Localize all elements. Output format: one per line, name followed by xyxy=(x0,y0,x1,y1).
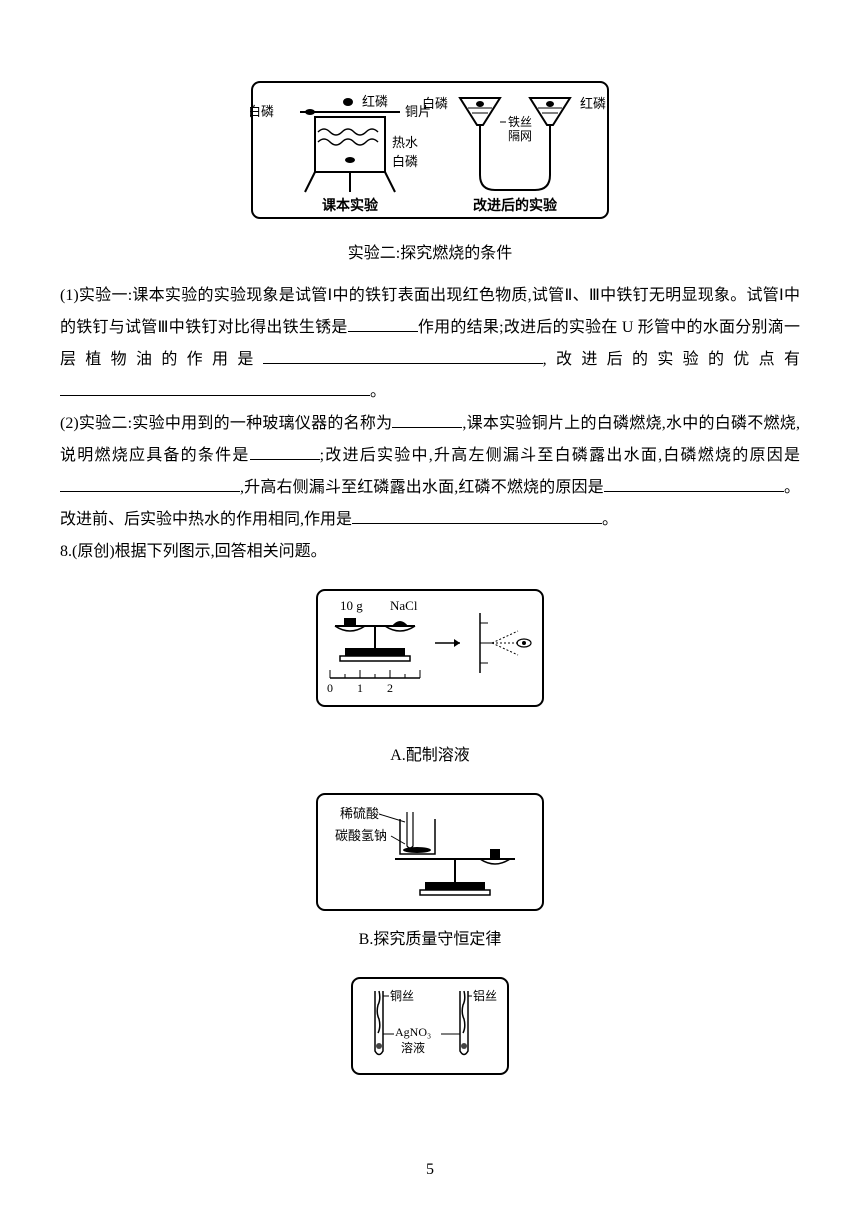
figure-b-caption: B.探究质量守恒定律 xyxy=(60,924,800,956)
figure-c: 铜丝 铝丝 AgNO₃ 溶液 xyxy=(60,976,800,1088)
question-2: (2)实验二:实验中用到的一种玻璃仪器的名称为,课本实验铜片上的白磷燃烧,水中的… xyxy=(60,408,800,536)
nahco3-label: 碳酸氢钠 xyxy=(335,828,387,843)
question-8: 8.(原创)根据下列图示,回答相关问题。 xyxy=(60,536,800,568)
label-white-p: 白磷 xyxy=(250,104,274,119)
experiment2-figure: 红磷 白磷 铜片 热水 白磷 课本实验 白磷 红磷 xyxy=(60,80,800,232)
label-red-p-right: 红磷 xyxy=(580,96,606,111)
left-caption: 课本实验 xyxy=(322,197,379,214)
page-number: 5 xyxy=(426,1154,434,1186)
label-mesh: 铁丝 xyxy=(508,115,532,129)
q1-text3: ,改进后的实验的优点有 xyxy=(543,351,800,368)
dilute-acid-label: 稀硫酸 xyxy=(340,806,379,821)
ruler-0: 0 xyxy=(327,681,333,695)
ruler-1: 1 xyxy=(357,681,363,695)
label-hot-water: 热水 xyxy=(392,135,418,150)
blank-7[interactable] xyxy=(604,476,784,492)
q2-text4: ,升高右侧漏斗至红磷露出水面,红磷不燃烧的原因是 xyxy=(240,479,604,496)
blank-2[interactable] xyxy=(263,348,543,364)
blank-6[interactable] xyxy=(60,476,240,492)
experiment2-title: 实验二:探究燃烧的条件 xyxy=(60,238,800,270)
right-caption: 改进后的实验 xyxy=(473,197,558,214)
blank-1[interactable] xyxy=(348,316,418,332)
q2-text3: ;改进后实验中,升高左侧漏斗至白磷露出水面,白磷燃烧的原因是 xyxy=(320,447,800,464)
mass-label: 10 g xyxy=(340,598,363,613)
metal-activity-diagram: 铜丝 铝丝 AgNO₃ 溶液 xyxy=(350,976,510,1076)
combustion-diagram: 红磷 白磷 铜片 热水 白磷 课本实验 白磷 红磷 xyxy=(250,80,610,220)
figure-b: 稀硫酸 碳酸氢钠 B.探究质量守恒定律 xyxy=(60,792,800,956)
ruler-2: 2 xyxy=(387,681,393,695)
blank-8[interactable] xyxy=(352,508,602,524)
question-1: (1)实验一:课本实验的实验现象是试管Ⅰ中的铁钉表面出现红色物质,试管Ⅱ、Ⅲ中铁… xyxy=(60,280,800,408)
q1-end: 。 xyxy=(370,383,386,400)
figure-a: 10 g NaCl 0 1 2 xyxy=(60,588,800,772)
solution-label: 溶液 xyxy=(401,1040,425,1055)
copper-wire-label: 铜丝 xyxy=(390,988,414,1003)
q2-text1: (2)实验二:实验中用到的一种玻璃仪器的名称为 xyxy=(60,415,392,432)
nacl-label: NaCl xyxy=(390,598,418,613)
label-mesh2: 隔网 xyxy=(508,129,532,143)
blank-4[interactable] xyxy=(392,412,462,428)
conservation-diagram: 稀硫酸 碳酸氢钠 xyxy=(315,792,545,912)
blank-5[interactable] xyxy=(250,444,320,460)
label-inner-white-p: 白磷 xyxy=(392,154,418,169)
solution-prep-diagram: 10 g NaCl 0 1 2 xyxy=(315,588,545,728)
label-red-p: 红磷 xyxy=(362,94,388,109)
figure-a-caption: A.配制溶液 xyxy=(60,740,800,772)
aluminum-wire-label: 铝丝 xyxy=(473,988,497,1003)
q2-end: 。 xyxy=(602,511,618,528)
blank-3[interactable] xyxy=(60,380,370,396)
agno3-label: AgNO₃ xyxy=(395,1025,431,1039)
label-white-p-right: 白磷 xyxy=(422,96,448,111)
